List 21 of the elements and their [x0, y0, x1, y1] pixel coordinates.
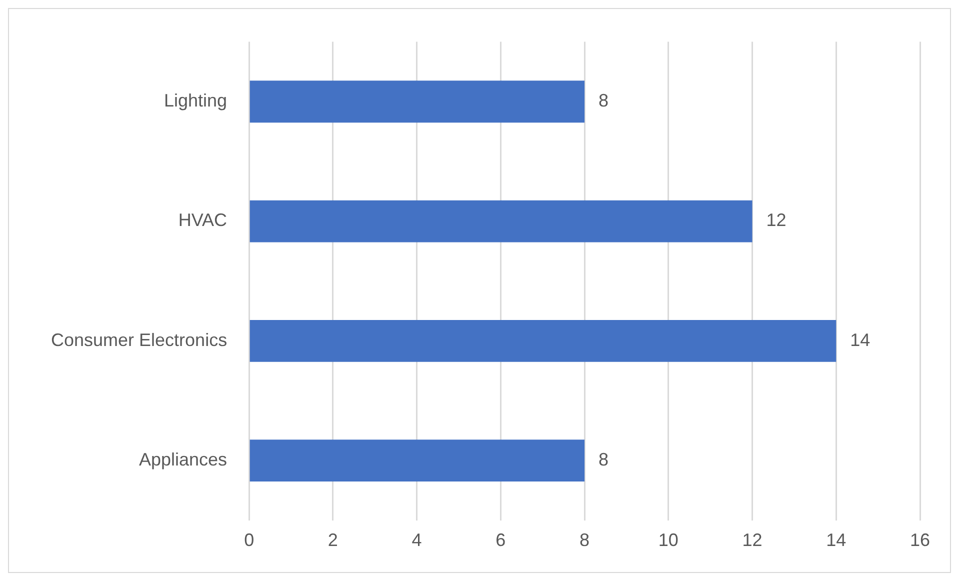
x-tick-label: 16	[910, 530, 930, 550]
y-tick-label: Appliances	[139, 450, 228, 470]
x-tick-label: 4	[412, 530, 422, 550]
x-tick-label: 14	[826, 530, 846, 550]
x-tick-label: 8	[580, 530, 590, 550]
y-tick-label: HVAC	[178, 210, 228, 230]
data-label: 12	[766, 210, 786, 230]
bar	[250, 320, 836, 362]
x-tick-label: 0	[244, 530, 254, 550]
x-tick-label: 2	[328, 530, 338, 550]
data-label: 14	[850, 330, 870, 350]
bar	[250, 200, 752, 242]
bar	[250, 80, 585, 123]
x-tick-label: 6	[496, 530, 506, 550]
y-tick-label: Consumer Electronics	[51, 330, 228, 350]
bar	[250, 440, 585, 482]
y-tick-label: Lighting	[164, 90, 228, 111]
x-tick-label: 10	[658, 530, 678, 550]
x-tick-label: 12	[742, 530, 762, 550]
data-label: 8	[598, 450, 609, 470]
data-label: 8	[598, 90, 609, 111]
